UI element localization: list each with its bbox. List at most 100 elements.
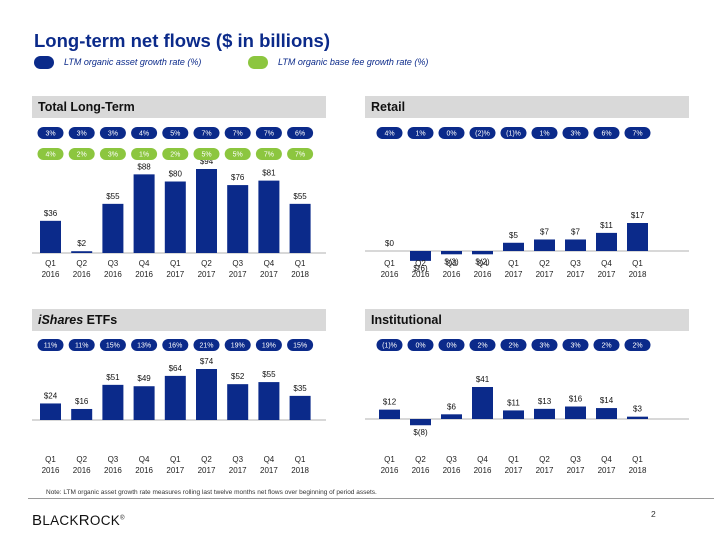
data-label: $36	[44, 209, 58, 218]
asset-growth-pill	[287, 339, 314, 351]
data-label: $24	[44, 391, 58, 400]
tick-label: Q3	[570, 455, 581, 464]
asset-growth-label: 7%	[632, 131, 642, 138]
asset-growth-label: 7%	[233, 131, 243, 138]
tick-label: Q1	[384, 259, 395, 268]
bar	[227, 185, 249, 253]
bar	[164, 375, 186, 420]
bar	[503, 410, 524, 419]
bar	[102, 203, 124, 253]
bar	[71, 251, 93, 253]
tick-label: Q1	[45, 455, 56, 464]
bar	[40, 403, 61, 420]
tick-label: Q2	[415, 455, 426, 464]
asset-growth-pill	[407, 127, 434, 139]
fee-growth-label: 1%	[139, 152, 149, 159]
asset-growth-pill	[37, 339, 64, 351]
tick-label: Q2	[539, 259, 550, 268]
tick-label: 2017	[567, 270, 585, 279]
panel-title-institutional: Institutional	[365, 309, 689, 331]
asset-growth-pill	[562, 127, 589, 139]
asset-growth-label: 4%	[139, 131, 149, 138]
asset-growth-label: 21%	[199, 343, 213, 350]
asset-growth-pill	[224, 127, 251, 139]
bar	[596, 232, 617, 251]
data-label: $(8)	[413, 428, 428, 437]
asset-growth-pill	[255, 127, 282, 139]
data-label: $41	[476, 375, 490, 384]
fee-growth-label: 3%	[108, 152, 118, 159]
bar	[472, 387, 493, 419]
asset-growth-label: 19%	[231, 343, 245, 350]
tick-label: Q2	[201, 259, 212, 268]
tick-label: 2017	[229, 270, 247, 279]
tick-label: 2016	[443, 270, 461, 279]
page-number: 2	[651, 509, 656, 519]
bar	[534, 239, 555, 251]
asset-growth-label: 13%	[137, 343, 151, 350]
tick-label: Q4	[264, 455, 275, 464]
asset-growth-pill	[593, 127, 620, 139]
asset-growth-label: 3%	[539, 343, 549, 350]
fee-growth-label: 4%	[45, 152, 55, 159]
tick-label: 2018	[291, 466, 309, 475]
data-label: $2	[77, 239, 86, 248]
data-label: $35	[293, 384, 307, 393]
asset-growth-label: 1%	[539, 131, 549, 138]
bar	[627, 416, 648, 419]
asset-growth-pill	[500, 339, 527, 351]
asset-growth-pill	[469, 127, 496, 139]
bar	[71, 408, 93, 420]
fee-growth-pill	[162, 148, 189, 160]
asset-growth-pill	[531, 339, 558, 351]
asset-growth-label: 6%	[295, 131, 305, 138]
bar	[40, 220, 61, 253]
data-label: $16	[569, 395, 583, 404]
tick-label: 2016	[412, 466, 430, 475]
asset-growth-pill	[162, 339, 189, 351]
tick-label: 2018	[629, 466, 647, 475]
asset-growth-pill	[99, 127, 126, 139]
tick-label: Q2	[539, 455, 550, 464]
tick-label: 2016	[135, 270, 153, 279]
bar	[565, 239, 586, 251]
panel-title-text: Retail	[371, 100, 406, 114]
fee-growth-label: 5%	[233, 152, 243, 159]
fee-growth-pill	[255, 148, 282, 160]
asset-growth-label: 19%	[262, 343, 276, 350]
bar	[410, 419, 431, 426]
bar	[258, 180, 280, 253]
panel-title-text: Institutional	[371, 313, 442, 327]
data-label: $(2)	[444, 257, 459, 266]
data-label: $11	[507, 398, 520, 407]
tick-label: Q1	[632, 259, 643, 268]
tick-label: Q4	[264, 259, 275, 268]
asset-growth-label: 3%	[77, 131, 87, 138]
tick-label: Q3	[446, 455, 457, 464]
tick-label: 2016	[73, 466, 91, 475]
tick-label: Q2	[76, 455, 87, 464]
data-label: $51	[106, 373, 120, 382]
data-label: $3	[633, 405, 642, 414]
data-label: $94	[200, 157, 214, 166]
fee-growth-pill	[37, 148, 64, 160]
tick-label: Q3	[232, 259, 243, 268]
asset-growth-pill	[99, 339, 126, 351]
tick-label: 2017	[505, 270, 523, 279]
asset-growth-label: 1%	[415, 131, 425, 138]
asset-growth-pill	[224, 339, 251, 351]
asset-growth-label: 15%	[106, 343, 120, 350]
asset-growth-pill	[162, 127, 189, 139]
legend-fee-label: LTM organic base fee growth rate (%)	[278, 57, 429, 67]
tick-label: Q1	[508, 455, 519, 464]
data-label: $88	[137, 162, 151, 171]
panel-title-prefix: iShares	[38, 313, 84, 327]
tick-label: 2018	[291, 270, 309, 279]
fee-growth-label: 2%	[170, 152, 180, 159]
asset-growth-label: (1)%	[382, 343, 397, 350]
asset-growth-label: (2)%	[475, 131, 490, 138]
data-label: $5	[509, 231, 518, 240]
asset-growth-label: 0%	[415, 343, 425, 350]
tick-label: Q1	[508, 259, 519, 268]
